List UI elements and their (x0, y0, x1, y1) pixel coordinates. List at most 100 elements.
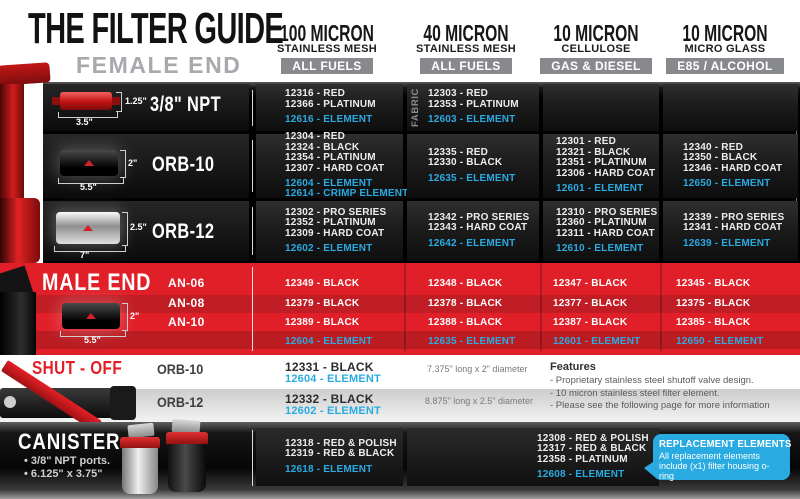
cell-orb10-cellulose: 12301 - RED 12321 - BLACK 12351 - PLATINUM… (543, 134, 659, 198)
filter-port (112, 97, 120, 105)
list-item: 12608 - ELEMENT (537, 468, 625, 480)
list-item: 12639 - ELEMENT (683, 237, 771, 249)
list-item: 12307 - HARD COAT (285, 162, 385, 174)
elements-list: 12650 - ELEMENT (683, 177, 798, 189)
chrome-inline-filter-image (56, 212, 120, 244)
dimension-line (116, 92, 122, 112)
column-header-100-micron: 100 MICRON STAINLESS MESH ALL FUELS (257, 22, 397, 75)
red-filter-photo (0, 84, 24, 202)
row-label-npt: 3/8" NPT (150, 93, 221, 116)
parts-list: 12302 - PRO SERIES 12352 - PLATINUM 12309 … (285, 206, 403, 239)
part-number: 12379 - BLACK (285, 298, 360, 309)
dimension-label: 5.5" (84, 335, 101, 345)
element-number: 12601 - ELEMENT (553, 336, 641, 347)
black-fitting-image (0, 292, 36, 355)
column-media: MICRO GLASS (684, 43, 766, 55)
list-item: 12602 - ELEMENT (285, 242, 373, 254)
list-item: • 3/8" NPT ports. (24, 455, 111, 467)
divider (404, 263, 406, 351)
fuel-badge: ALL FUELS (281, 58, 373, 74)
replacement-elements-callout: REPLACEMENT ELEMENTS All replacement ele… (653, 434, 791, 481)
list-item: 12353 - PLATINUM (428, 98, 519, 110)
list-item: 12316 - RED (285, 88, 346, 100)
part-number: 12389 - BLACK (285, 317, 360, 328)
cell-canister-100micron: 12318 - RED & POLISH 12319 - RED & BLACK … (256, 428, 403, 486)
list-item: 12304 - RED (285, 131, 346, 143)
canister-bullets: • 3/8" NPT ports. • 6.125" x 3.75" (24, 455, 110, 480)
female-end-section-label: FEMALE END (76, 52, 242, 78)
aeromotive-logo-mark (84, 160, 94, 166)
list-item: • 6.125" x 3.75" (24, 467, 103, 480)
fabric-tag: FABRIC (410, 88, 421, 127)
list-item: 12302 - PRO SERIES (285, 206, 387, 218)
elements-list: 12642 - ELEMENT (428, 238, 539, 249)
list-item: 12317 - RED & BLACK (537, 443, 647, 455)
part-number: 12347 - BLACK (553, 278, 628, 289)
polished-canister-image (122, 448, 158, 494)
cell-orb12-glass: 12339 - PRO SERIES 12341 - HARD COAT 1263… (663, 201, 798, 261)
red-filter-photo (0, 198, 40, 263)
aeromotive-logo-mark (86, 313, 96, 319)
parts-list: 12303 - RED 12353 - PLATINUM (428, 88, 539, 110)
column-header-10-micron-glass: 10 MICRON MICRO GLASS E85 / ALCOHOL (655, 22, 795, 75)
list-item: 12301 - RED (556, 136, 617, 148)
column-micron: 10 MICRON (553, 20, 639, 46)
part-number: 12332 - BLACK (285, 392, 374, 406)
elements-list: 12604 - ELEMENT 12614 - CRIMP ELEMENT (285, 178, 408, 200)
divider (660, 263, 662, 351)
elements-list: 12635 - ELEMENT (428, 173, 539, 184)
dimension-label: 2" (128, 158, 138, 168)
parts-list: 12310 - PRO SERIES 12360 - PLATINUM 12311 … (556, 207, 659, 239)
canister-cap-image (166, 432, 208, 445)
list-item: 12341 - HARD COAT (683, 222, 783, 234)
male-end-stripe (0, 331, 800, 349)
list-item: 12340 - RED (683, 141, 744, 153)
column-micron: 100 MICRON (280, 20, 374, 46)
cell-npt-cellulose (543, 84, 659, 131)
male-end-section (0, 263, 800, 295)
elements-list: 12618 - ELEMENT (285, 463, 403, 475)
divider (252, 140, 253, 192)
column-media: CELLULOSE (561, 43, 631, 55)
cell-orb12-40micron: 12342 - PRO SERIES 12343 - HARD COAT 1264… (407, 201, 539, 261)
features-title: Features (550, 361, 596, 373)
list-item: - Proprietary stainless steel shutoff va… (550, 375, 754, 386)
part-number: 12377 - BLACK (553, 298, 628, 309)
parts-list: 12308 - RED & POLISH 12317 - RED & BLACK 1… (537, 432, 659, 465)
list-item: 12650 - ELEMENT (683, 177, 771, 189)
list-item: 12618 - ELEMENT (285, 463, 373, 475)
elements-list: 12616 - ELEMENT (285, 114, 403, 125)
list-item: 12335 - RED (428, 146, 489, 158)
dimension-label: 2.5" (130, 222, 147, 232)
shut-off-title: SHUT - OFF (32, 358, 123, 378)
aeromotive-logo-mark (83, 225, 93, 231)
dimension-line (120, 150, 126, 178)
list-item: 12366 - PLATINUM (285, 98, 376, 110)
shutoff-valve-pivot (4, 396, 16, 408)
male-end-title: MALE END (42, 269, 152, 296)
part-number: 12348 - BLACK (428, 278, 503, 289)
element-number: 12650 - ELEMENT (676, 336, 764, 347)
fuel-badge: E85 / ALCOHOL (666, 58, 784, 74)
list-item: 12308 - RED & POLISH (537, 432, 649, 444)
canister-bracket-image (127, 422, 155, 439)
canister-cap-image (120, 437, 160, 449)
cell-npt-100micron: 12316 - RED 12366 - PLATINUM 12616 - ELEM… (256, 84, 403, 131)
list-item: 12342 - PRO SERIES (428, 211, 530, 223)
elements-list: 12608 - ELEMENT (537, 468, 659, 480)
page-title: THE FILTER GUIDE (28, 4, 284, 53)
list-item: 12358 - PLATINUM (537, 453, 628, 465)
column-header-40-micron: 40 MICRON STAINLESS MESH ALL FUELS (396, 22, 536, 75)
black-inline-filter-image (62, 303, 120, 329)
parts-list: 12335 - RED 12330 - BLACK (428, 146, 539, 169)
features-list: - Proprietary stainless steel shutoff va… (550, 375, 770, 413)
part-number: 12375 - BLACK (676, 298, 751, 309)
list-item: 12309 - HARD COAT (285, 227, 385, 239)
part-number: 12378 - BLACK (428, 298, 503, 309)
list-item: 12352 - PLATINUM (285, 217, 376, 229)
dimension-label: 2" (130, 311, 140, 321)
parts-list: 12339 - PRO SERIES 12341 - HARD COAT (683, 212, 798, 234)
list-item: 12360 - PLATINUM (556, 217, 647, 229)
dimension-label: 3.5" (76, 117, 93, 127)
elements-list: 12610 - ELEMENT (556, 243, 659, 254)
